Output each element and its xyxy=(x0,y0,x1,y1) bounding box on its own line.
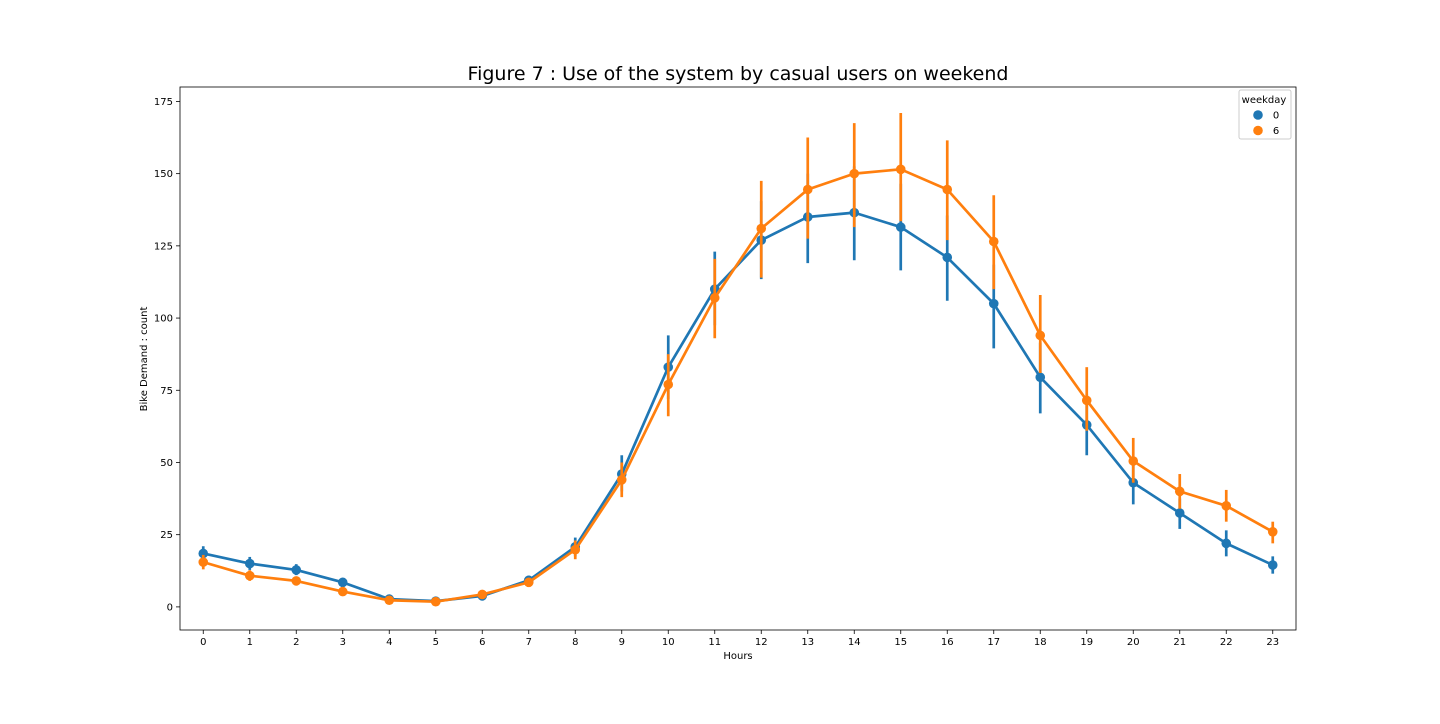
data-point xyxy=(337,586,348,597)
legend-box xyxy=(1238,89,1292,140)
data-point xyxy=(756,223,767,234)
x-tick-label: 17 xyxy=(987,637,1000,648)
data-point xyxy=(942,252,953,263)
data-point xyxy=(337,577,348,588)
x-tick-label: 13 xyxy=(801,637,814,648)
x-tick-label: 15 xyxy=(894,637,907,648)
x-axis-label: Hours xyxy=(723,651,752,662)
data-point xyxy=(244,570,255,581)
y-tick-label: 125 xyxy=(154,241,173,252)
x-tick-label: 19 xyxy=(1080,637,1093,648)
x-tick-label: 9 xyxy=(619,637,625,648)
x-tick-label: 23 xyxy=(1266,637,1279,648)
data-point xyxy=(570,544,581,555)
x-tick-label: 7 xyxy=(526,637,532,648)
data-point xyxy=(384,595,395,606)
y-tick-label: 25 xyxy=(160,530,173,541)
plot-frame xyxy=(179,86,1297,631)
legend-marker-6 xyxy=(1253,125,1263,136)
data-point xyxy=(988,236,999,247)
series-0 xyxy=(198,166,1278,606)
x-tick-label: 11 xyxy=(708,637,721,648)
data-point xyxy=(1174,508,1185,518)
x-tick-label: 2 xyxy=(293,637,299,648)
data-point xyxy=(616,475,627,485)
y-tick-label: 50 xyxy=(160,458,173,469)
data-point xyxy=(802,184,813,195)
x-tick-label: 4 xyxy=(386,637,392,648)
data-point xyxy=(1035,372,1046,383)
x-tick-label: 1 xyxy=(247,637,253,648)
data-point xyxy=(1221,538,1232,549)
data-point xyxy=(291,576,302,586)
y-tick-label: 75 xyxy=(160,386,173,397)
legend-marker-0 xyxy=(1253,110,1263,120)
data-point xyxy=(477,589,488,600)
chart-title: Figure 7 : Use of the system by casual u… xyxy=(468,63,1009,85)
x-tick-label: 6 xyxy=(479,637,485,648)
y-tick-label: 175 xyxy=(154,97,173,108)
data-point xyxy=(1081,395,1092,406)
x-tick-label: 14 xyxy=(848,637,861,648)
data-point xyxy=(1035,330,1046,341)
x-tick-label: 3 xyxy=(340,637,346,648)
data-point xyxy=(849,168,860,179)
data-point xyxy=(291,565,302,575)
series-line xyxy=(202,211,1274,603)
legend-title: weekday xyxy=(1242,95,1287,106)
x-tick-label: 21 xyxy=(1173,637,1186,648)
data-point xyxy=(895,164,906,175)
data-point xyxy=(1128,477,1139,488)
x-tick-label: 10 xyxy=(662,637,675,648)
y-axis-label: Bike Demand : count xyxy=(139,307,150,412)
series-line xyxy=(202,167,1274,604)
data-point xyxy=(1267,526,1278,537)
data-point xyxy=(709,293,720,303)
y-tick-label: 0 xyxy=(167,602,173,613)
data-point xyxy=(895,222,906,232)
x-tick-label: 0 xyxy=(200,637,206,648)
x-tick-label: 20 xyxy=(1127,637,1140,648)
data-point xyxy=(1267,560,1278,570)
data-point xyxy=(663,379,674,390)
legend: weekday 0 6 xyxy=(1238,89,1292,140)
x-tick-label: 8 xyxy=(572,637,578,648)
data-point xyxy=(244,558,255,569)
legend-label-0: 0 xyxy=(1273,111,1279,122)
x-tick-label: 12 xyxy=(755,637,768,648)
x-tick-label: 16 xyxy=(941,637,954,648)
data-point xyxy=(430,596,441,607)
data-point xyxy=(942,184,953,195)
data-point xyxy=(1174,486,1185,497)
data-point xyxy=(1128,456,1139,466)
series-6 xyxy=(198,112,1278,607)
x-tick-label: 22 xyxy=(1220,637,1233,648)
legend-label-6: 6 xyxy=(1273,126,1279,137)
data-point xyxy=(198,548,209,559)
x-tick-label: 5 xyxy=(433,637,439,648)
y-tick-label: 100 xyxy=(154,314,173,325)
data-point xyxy=(1221,501,1232,511)
data-point xyxy=(523,577,534,588)
data-point xyxy=(988,298,999,309)
y-tick-label: 150 xyxy=(154,169,173,180)
x-tick-label: 18 xyxy=(1034,637,1047,648)
data-point xyxy=(198,557,209,567)
plot-area: 0 1 2 3 4 5 6 7 8 9 10 11 12 13 14 15 16 17 18 19 20 21 22 2302… xyxy=(154,86,1297,648)
